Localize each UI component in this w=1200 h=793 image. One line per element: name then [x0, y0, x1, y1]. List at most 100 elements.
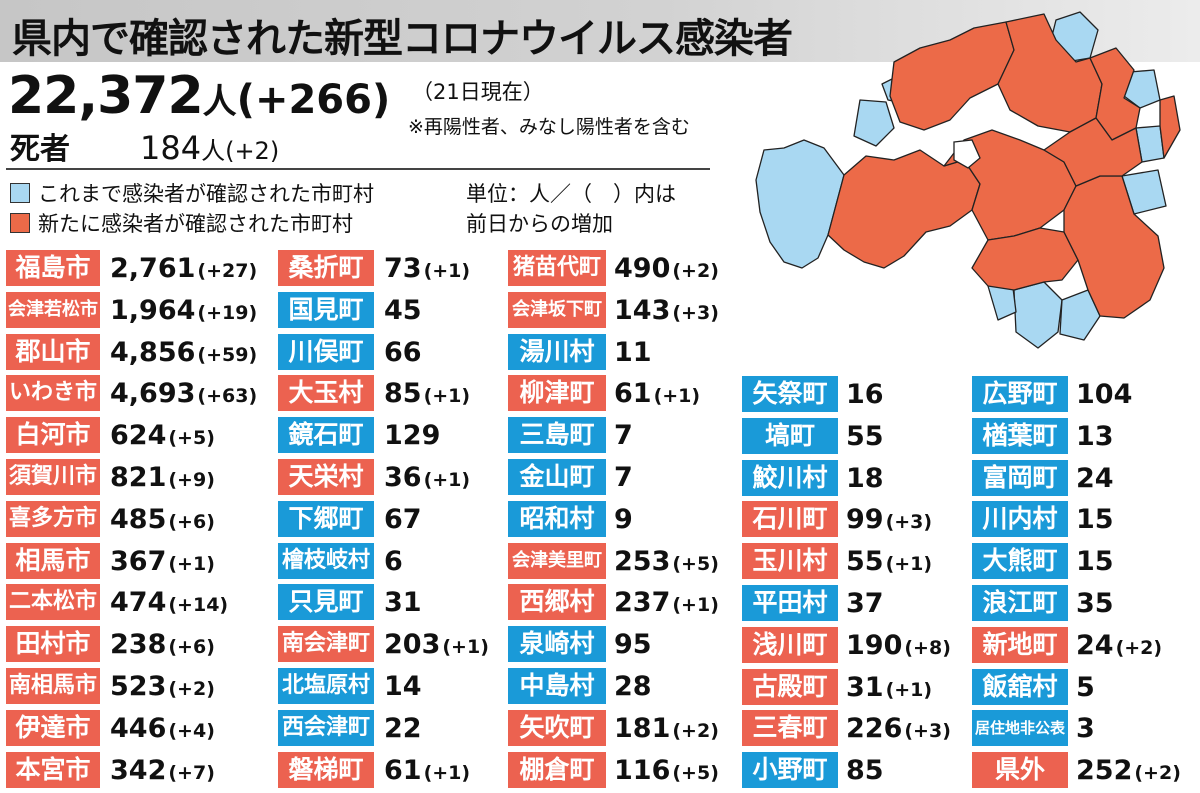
case-diff: (+1) — [423, 469, 471, 491]
case-count: 45 — [384, 292, 422, 328]
case-count: 4,693 (+63) — [110, 375, 257, 411]
municipality-name: 猪苗代町 — [508, 250, 606, 286]
case-count: 35 — [1076, 585, 1114, 621]
municipality-row: 柳津町 61 (+1) — [508, 375, 784, 412]
municipality-row: 福島市 2,761 (+27) — [6, 250, 280, 286]
case-count: 37 — [846, 585, 884, 621]
case-diff: (+3) — [885, 511, 933, 534]
case-value: 67 — [384, 503, 422, 535]
municipality-row: 湯川村 11 — [508, 333, 784, 370]
case-value: 474 — [110, 587, 167, 619]
case-value: 95 — [614, 629, 652, 661]
case-value: 129 — [384, 420, 441, 452]
municipality-row: 石川町 99 (+3) — [742, 501, 1016, 538]
case-value: 55 — [846, 546, 884, 578]
municipality-name: 泉崎村 — [508, 626, 606, 663]
municipality-row: 猪苗代町 490 (+2) — [508, 250, 784, 286]
municipality-row: 矢吹町 181 (+2) — [508, 709, 784, 746]
case-count: 821 (+9) — [110, 459, 215, 495]
case-value: 7 — [614, 420, 633, 452]
case-diff: (+5) — [672, 552, 719, 575]
municipality-row: 北塩原村 14 — [278, 668, 554, 704]
municipality-row: 須賀川市 821 (+9) — [6, 459, 280, 495]
case-diff: (+1) — [423, 761, 471, 784]
case-count: 67 — [384, 501, 422, 537]
case-count: 238 (+6) — [110, 626, 215, 662]
case-count: 13 — [1076, 418, 1114, 454]
unit-note-line1: 単位：人／（ ）内は — [466, 182, 676, 206]
case-diff: (+2) — [168, 678, 215, 700]
case-diff: (+4) — [168, 719, 215, 742]
case-count: 55 — [846, 418, 884, 454]
municipality-name: 会津坂下町 — [508, 291, 606, 328]
case-count: 61 (+1) — [614, 375, 700, 411]
municipality-row: 鏡石町 129 — [278, 417, 554, 454]
municipality-name: 南会津町 — [278, 626, 374, 663]
municipality-row: 南相馬市 523 (+2) — [6, 668, 280, 704]
case-count: 129 — [384, 417, 440, 453]
municipality-row: 新地町 24 (+2) — [972, 626, 1200, 663]
map-region-south-1 — [1013, 281, 1063, 349]
municipality-name: 楢葉町 — [972, 417, 1068, 454]
municipality-name: 昭和村 — [508, 500, 606, 537]
municipality-row: 国見町 45 — [278, 291, 554, 328]
municipality-row: 郡山市 4,856 (+59) — [6, 333, 280, 370]
municipality-name: 北塩原村 — [278, 668, 374, 704]
municipality-name: 須賀川市 — [6, 459, 100, 495]
municipality-name: 柳津町 — [508, 375, 606, 412]
fukushima-map — [755, 11, 1181, 349]
case-count: 1,964 (+19) — [110, 292, 257, 328]
legend-existing-text: これまで感染者が確認された市町村 — [38, 182, 374, 206]
case-count: 490 (+2) — [614, 250, 719, 286]
municipality-row: 鮫川村 18 — [742, 459, 1016, 496]
municipality-name: 南相馬市 — [6, 668, 100, 704]
municipality-row: 白河市 624 (+5) — [6, 417, 280, 454]
municipality-row: 只見町 31 — [278, 584, 554, 621]
case-value: 13 — [1076, 420, 1114, 452]
municipality-name: 大玉村 — [278, 375, 374, 412]
municipality-row: 三春町 226 (+3) — [742, 710, 1016, 747]
municipality-name: 相馬市 — [6, 542, 100, 579]
municipality-row: 西郷村 237 (+1) — [508, 584, 784, 621]
municipality-name: 湯川村 — [508, 333, 606, 370]
municipality-name: 古殿町 — [742, 668, 838, 705]
case-value: 252 — [1076, 755, 1133, 787]
case-value: 85 — [846, 755, 884, 787]
case-count: 55 (+1) — [846, 543, 932, 579]
case-value: 35 — [1076, 588, 1114, 619]
case-diff: (+3) — [904, 720, 951, 743]
case-value: 485 — [110, 503, 167, 535]
case-diff: (+1) — [885, 678, 933, 701]
municipality-name: 居住地非公表 — [972, 710, 1068, 747]
municipality-name: 矢吹町 — [508, 709, 606, 746]
case-count: 5 — [1076, 669, 1095, 705]
municipality-name: 三島町 — [508, 417, 606, 454]
case-count: 31 — [384, 584, 422, 620]
municipality-row: 川俣町 66 — [278, 333, 554, 370]
case-count: 22 — [384, 710, 422, 746]
case-diff: (+5) — [168, 427, 215, 450]
case-count: 95 — [614, 626, 652, 662]
case-value: 11 — [614, 336, 652, 368]
municipality-name: 大熊町 — [972, 543, 1068, 580]
municipality-name: 新地町 — [972, 626, 1068, 663]
municipality-row: 浅川町 190 (+8) — [742, 626, 1016, 663]
municipality-name: 川俣町 — [278, 333, 374, 370]
municipality-row: いわき市 4,693 (+63) — [6, 375, 280, 412]
case-value: 5 — [1076, 671, 1095, 703]
total-diff: (+266) — [236, 77, 391, 123]
case-value: 22 — [384, 712, 422, 744]
case-value: 181 — [614, 712, 671, 744]
case-value: 66 — [384, 336, 422, 368]
municipality-name: 浪江町 — [972, 585, 1068, 621]
case-count: 73 (+1) — [384, 250, 470, 286]
deaths: 死者 184人(+2) — [10, 124, 279, 168]
case-count: 18 — [846, 460, 884, 496]
municipality-row: 会津坂下町 143 (+3) — [508, 291, 784, 328]
case-count: 474 (+14) — [110, 584, 228, 620]
case-value: 446 — [110, 712, 167, 744]
case-count: 226 (+3) — [846, 710, 951, 746]
case-diff: (+59) — [197, 343, 258, 366]
municipality-name: 郡山市 — [6, 333, 100, 370]
municipality-name: 鏡石町 — [278, 417, 374, 454]
